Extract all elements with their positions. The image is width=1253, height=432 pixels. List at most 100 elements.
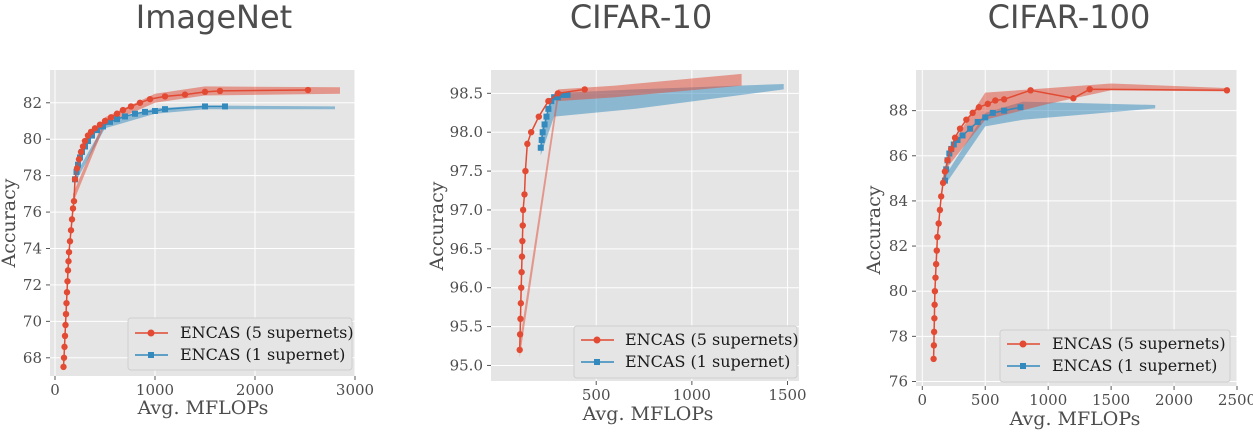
data-point xyxy=(65,248,73,256)
x-ticks: 500 1000 1500 xyxy=(582,381,807,404)
data-point xyxy=(1223,87,1231,94)
data-point xyxy=(543,113,550,120)
panel-cifar10: CIFAR-10 500 1000 1500 95.0 95.5 96.0 96.5 97.… xyxy=(426,0,807,425)
legend-marker-series2 xyxy=(1020,363,1026,369)
data-point xyxy=(162,106,168,113)
data-series-layer xyxy=(516,73,784,358)
data-point xyxy=(89,132,95,139)
data-point xyxy=(146,95,154,103)
chart-title: CIFAR-100 xyxy=(988,0,1151,36)
data-point xyxy=(944,157,951,164)
y-tick-label: 97.0 xyxy=(450,201,483,219)
x-tick-label: 2000 xyxy=(1155,391,1193,409)
legend: ENCAS (5 supernets) ENCAS (1 supernet) xyxy=(127,317,354,371)
data-point xyxy=(119,106,127,114)
x-tick-label: 500 xyxy=(971,391,1000,409)
x-axis-label: Avg. MFLOPs xyxy=(1009,408,1141,430)
x-tick-label: 0 xyxy=(50,381,60,399)
data-point xyxy=(950,141,957,148)
data-point xyxy=(67,227,75,234)
data-point xyxy=(517,300,525,307)
y-tick-label: 86 xyxy=(889,147,908,165)
legend-label-series2: ENCAS (1 supernet) xyxy=(625,352,790,371)
data-point xyxy=(107,118,113,125)
data-point xyxy=(967,125,974,132)
data-point xyxy=(941,168,949,175)
data-point xyxy=(541,121,548,128)
data-point xyxy=(554,94,561,101)
data-point xyxy=(201,88,209,96)
data-point xyxy=(517,315,524,322)
data-point xyxy=(519,206,527,214)
data-point xyxy=(152,107,158,114)
data-point xyxy=(527,129,535,136)
y-tick-label: 68 xyxy=(23,349,42,367)
y-tick-label: 78 xyxy=(889,327,908,345)
x-tick-label: 1000 xyxy=(1029,391,1067,409)
y-ticks: 95.0 95.5 96.0 96.5 97.0 97.5 98.0 98.5 xyxy=(450,84,491,374)
data-point xyxy=(931,301,938,308)
data-point xyxy=(113,110,121,117)
y-tick-label: 74 xyxy=(23,240,42,258)
data-point xyxy=(222,103,228,110)
data-point xyxy=(63,289,71,296)
data-point xyxy=(545,97,552,105)
data-point xyxy=(202,103,208,110)
y-axis-label: Accuracy xyxy=(0,178,20,268)
legend: ENCAS (5 supernets) ENCAS (1 supernet) xyxy=(573,325,799,379)
legend-marker-series2 xyxy=(148,352,154,358)
data-point xyxy=(1000,96,1008,103)
data-series-layer xyxy=(930,83,1231,363)
data-point xyxy=(91,125,99,132)
data-point xyxy=(81,137,89,145)
panel-cifar100: CIFAR-100 0 500 1000 1500 2000 2500 76 78 80 82 8… xyxy=(863,0,1253,430)
data-point xyxy=(1017,104,1024,111)
chart-title: CIFAR-10 xyxy=(570,0,712,36)
y-tick-label: 98.5 xyxy=(450,84,483,102)
y-tick-label: 82 xyxy=(23,94,42,112)
x-tick-label: 1000 xyxy=(673,386,711,404)
y-tick-label: 82 xyxy=(889,237,908,255)
y-tick-label: 97.5 xyxy=(450,162,483,180)
legend-label-series2: ENCAS (1 supernet) xyxy=(1052,356,1217,375)
legend-marker-series1 xyxy=(593,336,601,344)
x-ticks: 0 500 1000 1500 2000 2500 xyxy=(918,386,1253,409)
data-point xyxy=(518,268,525,276)
data-point xyxy=(934,233,941,241)
data-point xyxy=(933,247,940,254)
x-tick-label: 500 xyxy=(582,386,611,404)
y-tick-label: 95.0 xyxy=(450,356,483,374)
data-point xyxy=(62,310,70,318)
data-point xyxy=(65,258,72,265)
x-tick-label: 3000 xyxy=(336,381,374,399)
data-point xyxy=(519,222,526,229)
data-point xyxy=(64,267,72,274)
data-point xyxy=(66,238,74,245)
data-point xyxy=(930,355,937,363)
data-point xyxy=(516,346,523,354)
data-point xyxy=(68,216,76,223)
data-point xyxy=(975,104,983,111)
data-point xyxy=(537,144,544,151)
data-point xyxy=(100,123,106,130)
legend: ENCAS (5 supernets) ENCAS (1 supernet) xyxy=(999,329,1231,383)
data-point xyxy=(1027,87,1034,94)
legend-box xyxy=(999,329,1231,383)
data-point xyxy=(936,206,944,214)
data-point xyxy=(545,105,552,112)
data-point xyxy=(1070,95,1077,102)
y-ticks: 68 70 72 74 76 78 80 82 xyxy=(23,94,50,367)
data-point xyxy=(142,108,148,115)
data-point xyxy=(554,90,562,97)
data-point xyxy=(61,332,69,340)
y-tick-label: 72 xyxy=(23,276,42,294)
y-tick-label: 70 xyxy=(23,312,42,330)
data-point xyxy=(63,299,70,307)
legend-box xyxy=(127,317,353,371)
data-point xyxy=(216,87,224,95)
data-point xyxy=(70,197,78,205)
x-tick-label: 2500 xyxy=(1218,391,1253,409)
legend-marker-series2 xyxy=(594,359,600,365)
data-point xyxy=(982,114,989,121)
